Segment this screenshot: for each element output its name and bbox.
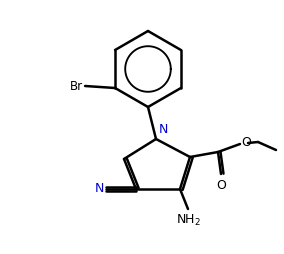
Text: N: N: [159, 123, 168, 136]
Text: O: O: [216, 179, 226, 192]
Text: Br: Br: [70, 80, 83, 92]
Text: O: O: [241, 136, 251, 150]
Text: NH$_2$: NH$_2$: [176, 213, 201, 228]
Text: N: N: [95, 183, 104, 196]
